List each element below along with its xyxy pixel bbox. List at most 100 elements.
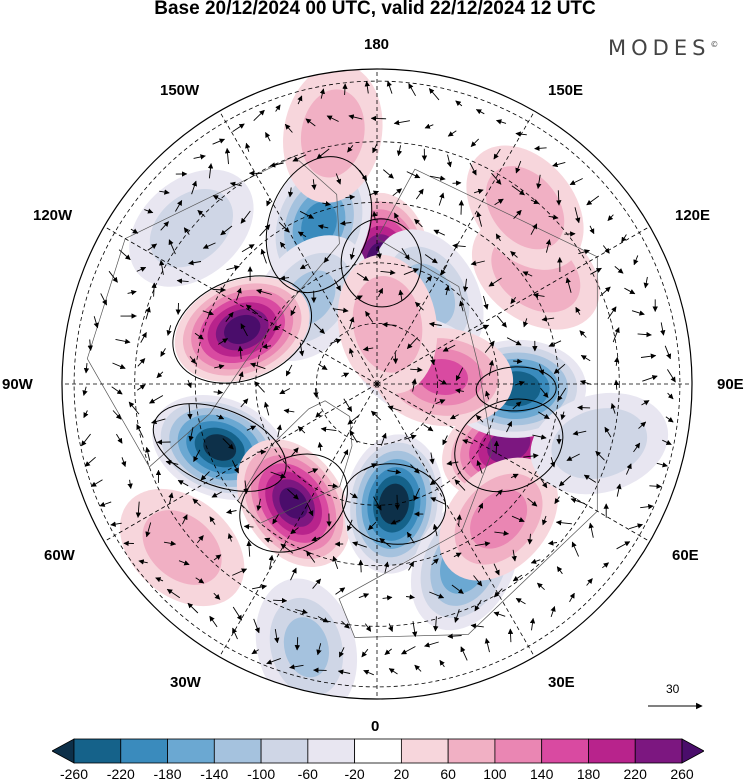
wind-arrow <box>186 379 192 389</box>
wind-arrow <box>352 541 367 548</box>
lon-label-30w: 30W <box>170 674 201 691</box>
wind-arrow <box>292 154 307 162</box>
wind-arrow <box>260 248 267 264</box>
colorbar-cell <box>120 738 168 764</box>
wind-arrow <box>514 380 525 386</box>
wind-arrow <box>406 171 421 179</box>
anomaly-level <box>224 314 261 345</box>
wind-arrow <box>435 399 446 405</box>
wind-arrow <box>265 132 271 142</box>
wind-arrow <box>602 245 610 254</box>
colorbar-extend-high <box>681 738 704 764</box>
wind-arrow <box>155 577 164 583</box>
wind-arrow <box>175 200 183 212</box>
contour-line <box>340 218 422 308</box>
wind-arrow <box>285 364 293 377</box>
wind-arrow <box>641 400 650 406</box>
wind-arrow <box>444 285 450 296</box>
wind-arrow <box>165 460 179 466</box>
parallel <box>73 80 681 688</box>
wind-arrow <box>560 411 566 421</box>
wind-arrow <box>236 287 242 301</box>
wind-arrow <box>553 363 566 374</box>
wind-arrow <box>339 220 352 226</box>
wind-arrow <box>232 568 248 576</box>
wind-arrow <box>334 279 341 292</box>
lon-label-150e: 150E <box>548 82 584 99</box>
wind-arrow <box>380 269 396 276</box>
wind-arrow <box>476 324 490 332</box>
lon-label-180: 180 <box>364 36 390 53</box>
wind-arrow <box>229 181 242 187</box>
wind-arrow <box>373 496 382 511</box>
contour-line <box>475 366 557 412</box>
wind-arrow <box>149 395 164 404</box>
contour-line <box>172 275 313 384</box>
wind-arrow <box>473 188 484 194</box>
lon-label-150w: 150W <box>160 82 200 99</box>
wind-arrow <box>580 355 591 362</box>
colorbar-cell <box>307 738 356 764</box>
wind-arrow <box>273 597 288 604</box>
wind-arrow <box>540 387 549 398</box>
wind-arrow <box>571 541 580 557</box>
wind-arrow <box>515 598 526 605</box>
wind-arrow <box>640 504 654 510</box>
wind-arrow <box>538 364 545 376</box>
wind-arrow <box>159 189 170 195</box>
wind-arrow <box>566 453 580 461</box>
wind-arrow <box>297 231 307 238</box>
wind-arrow <box>493 588 503 598</box>
wind-arrow <box>323 253 332 263</box>
wind-arrow <box>341 372 350 378</box>
wind-arrow <box>447 130 457 137</box>
colorbar-cell <box>494 738 543 764</box>
wind-arrow <box>446 154 452 168</box>
wind-arrow <box>297 426 306 434</box>
wind-arrow <box>614 266 624 274</box>
anomaly-level <box>470 489 528 549</box>
wind-arrow <box>346 519 353 532</box>
wind-arrow <box>494 530 510 536</box>
wind-arrow <box>372 143 378 154</box>
wind-arrow <box>511 515 525 523</box>
wind-arrow <box>532 434 547 440</box>
anomaly-center-positive <box>466 145 584 270</box>
wind-arrow <box>446 460 459 466</box>
wind-arrow <box>368 521 377 531</box>
wind-arrow <box>316 148 330 159</box>
wind-arrow <box>537 582 545 591</box>
wind-arrow <box>253 109 265 122</box>
wind-arrow <box>579 379 592 386</box>
wind-arrow <box>254 381 265 393</box>
wind-arrow <box>380 432 387 446</box>
wind-arrow <box>240 323 248 337</box>
wind-arrow <box>156 371 164 379</box>
wind-arrow <box>629 523 644 530</box>
wind-arrow <box>112 410 122 420</box>
wind-arrow <box>534 145 547 152</box>
wind-arrow <box>406 337 418 349</box>
wind-arrow <box>488 359 495 376</box>
colorbar-cell <box>73 738 122 764</box>
wind-arrow <box>299 263 310 270</box>
wind-arrow <box>279 241 286 249</box>
colorbar-tick-label: -140 <box>200 766 229 782</box>
wind-arrow <box>403 268 419 276</box>
height-anomaly-field <box>119 69 669 699</box>
anomaly-center-positive <box>439 457 558 581</box>
wind-arrow <box>222 438 234 450</box>
wind-arrow <box>280 543 294 554</box>
wind-arrow <box>527 497 538 507</box>
wind-arrow <box>371 210 378 221</box>
colorbar-tick-label: -60 <box>297 766 318 782</box>
wind-arrow <box>439 659 445 668</box>
brand-registered-mark: © <box>710 40 719 49</box>
wind-arrow <box>442 344 456 352</box>
wind-arrow <box>116 433 123 444</box>
wind-arrow <box>613 379 620 390</box>
wind-arrow <box>453 552 462 558</box>
wind-arrow <box>475 109 485 115</box>
wind-arrow <box>394 494 401 511</box>
wind-arrow <box>168 239 176 255</box>
